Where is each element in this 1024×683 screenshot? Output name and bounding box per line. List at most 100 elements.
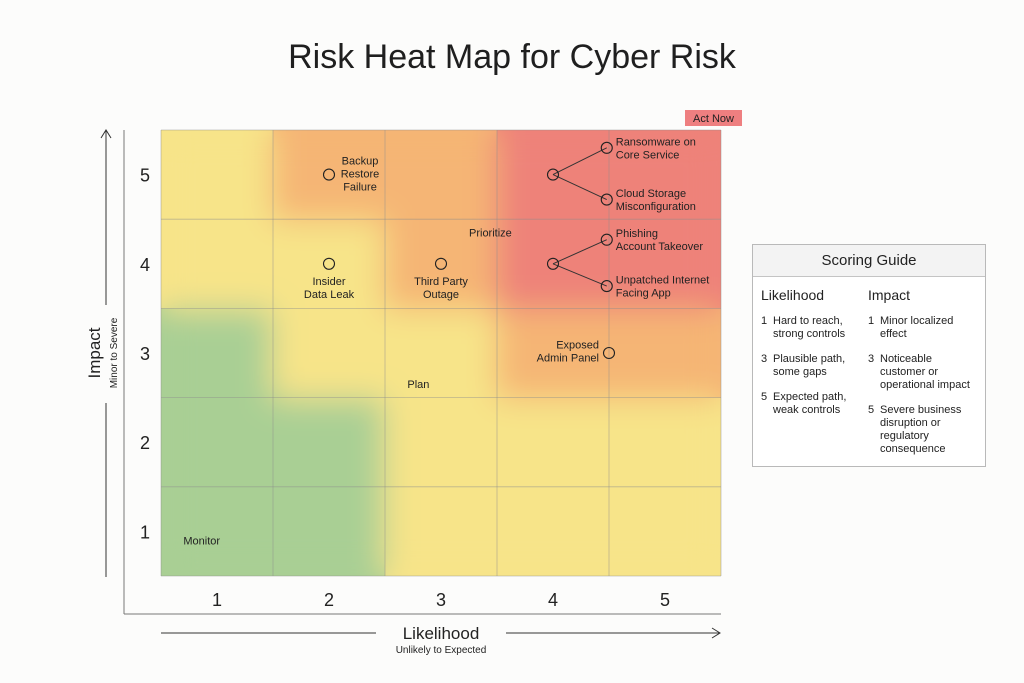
heat-cell-blend xyxy=(608,307,721,399)
risk-point-label: Facing App xyxy=(616,288,671,300)
risk-point-label: Restore xyxy=(341,169,380,181)
connector-line xyxy=(552,239,607,265)
zone-label-prioritize: Prioritize xyxy=(469,228,512,240)
guide-level: 3 xyxy=(761,353,768,365)
heat-cell-blend xyxy=(384,130,498,221)
x-arrow-head xyxy=(711,627,721,639)
heat-cell-blend xyxy=(161,307,274,399)
heat-cell-blend xyxy=(496,485,610,576)
guide-level: 5 xyxy=(761,391,768,403)
heat-cell-blend xyxy=(384,218,498,310)
risk-point-label: Account Takeover xyxy=(616,241,704,253)
heat-cell-blend xyxy=(384,396,498,488)
y-axis-title: Impact xyxy=(85,327,104,378)
risk-point xyxy=(434,257,448,270)
hub-marker xyxy=(546,168,560,181)
risk-point xyxy=(600,233,613,246)
risk-point-label: Backup xyxy=(342,156,379,168)
heat-cell-blend xyxy=(161,485,274,576)
y-tick-label: 5 xyxy=(140,166,150,186)
risk-point xyxy=(600,141,613,154)
risk-point-label: Insider xyxy=(312,276,345,288)
likelihood-column: Likelihood 1 Hard to reach, strong contro… xyxy=(761,287,868,468)
heat-cell-blend xyxy=(272,307,386,399)
x-tick-label: 5 xyxy=(660,590,670,610)
guide-item: 3 Plausible path, some gaps xyxy=(761,353,868,379)
chart-title: Risk Heat Map for Cyber Risk xyxy=(288,38,736,76)
guide-item: 5 Severe business disruption or regulator… xyxy=(868,404,975,456)
heat-cell-blend xyxy=(161,130,274,221)
heat-cell-blend xyxy=(608,130,721,221)
connector-line xyxy=(552,174,607,201)
connector-line xyxy=(552,147,607,176)
guide-level: 1 xyxy=(761,315,768,327)
zone-label-monitor: Monitor xyxy=(183,535,220,547)
act-now-badge xyxy=(685,110,742,126)
guide-item: 5 Expected path, weak controls xyxy=(761,391,868,417)
heat-cell-blend xyxy=(608,396,721,488)
act-now-label: Act Now xyxy=(693,113,734,125)
y-tick-label: 2 xyxy=(140,433,150,453)
hub-marker xyxy=(546,257,560,270)
heat-cell-blend xyxy=(272,485,386,576)
guide-text: Hard to reach, strong controls xyxy=(773,315,846,340)
heat-cell-blend xyxy=(608,485,721,576)
heat-cell-blend xyxy=(384,307,498,399)
heat-cell-blend xyxy=(496,396,610,488)
x-axis-subtitle: Unlikely to Expected xyxy=(396,645,487,656)
guide-text: Noticeable customer or operational impac… xyxy=(880,353,970,391)
scoring-guide-title: Scoring Guide xyxy=(753,245,985,277)
guide-level: 5 xyxy=(868,404,875,416)
heat-cell-blend xyxy=(608,218,721,310)
guide-text: Expected path, weak controls xyxy=(773,391,847,416)
zone-label-plan: Plan xyxy=(407,379,429,391)
y-arrow-head xyxy=(100,129,112,139)
y-tick-label: 4 xyxy=(140,255,150,275)
guide-text: Minor localized effect xyxy=(880,315,954,340)
risk-point-label: Misconfiguration xyxy=(616,201,696,213)
risk-point xyxy=(322,168,336,181)
risk-point-label: Failure xyxy=(343,182,377,194)
risk-point-label: Ransomware on xyxy=(616,136,696,148)
risk-point-label: Exposed xyxy=(556,340,599,352)
guide-item: 1 Hard to reach, strong controls xyxy=(761,315,868,341)
y-axis-subtitle: Minor to Severe xyxy=(109,317,120,388)
connector-line xyxy=(552,263,607,287)
risk-point xyxy=(322,257,336,270)
risk-point-label: Unpatched Internet xyxy=(616,275,710,287)
risk-point xyxy=(600,280,613,293)
guide-level: 3 xyxy=(868,353,875,365)
risk-point xyxy=(602,346,616,360)
heat-cell-blend xyxy=(272,396,386,488)
heat-cell-blend xyxy=(496,307,610,399)
x-tick-label: 4 xyxy=(548,590,558,610)
guide-text: Severe business disruption or regulatory… xyxy=(880,404,962,455)
scoring-guide: Scoring Guide Likelihood 1 Hard to reach,… xyxy=(752,244,986,467)
risk-point-label: Data Leak xyxy=(304,289,355,301)
guide-level: 1 xyxy=(868,315,875,327)
heat-cell-blend xyxy=(161,396,274,488)
risk-point-label: Outage xyxy=(423,289,459,301)
likelihood-heading: Likelihood xyxy=(761,287,825,303)
impact-column: Impact 1 Minor localized effect 3 Noticeab… xyxy=(868,287,975,468)
guide-item: 1 Minor localized effect xyxy=(868,315,975,341)
impact-heading: Impact xyxy=(868,287,911,303)
y-tick-label: 1 xyxy=(140,522,150,542)
risk-point-label: Phishing xyxy=(616,228,658,240)
heat-cell-blend xyxy=(384,485,498,576)
risk-point-label: Third Party xyxy=(414,276,468,288)
guide-item: 3 Noticeable customer or operational impa… xyxy=(868,353,975,392)
heat-cell-blend xyxy=(161,218,274,310)
x-tick-label: 2 xyxy=(324,590,334,610)
risk-point-label: Core Service xyxy=(616,149,680,161)
x-tick-label: 3 xyxy=(436,590,446,610)
risk-point xyxy=(600,193,613,206)
x-tick-label: 1 xyxy=(212,590,222,610)
guide-text: Plausible path, some gaps xyxy=(773,353,846,378)
x-axis-title: Likelihood xyxy=(403,624,480,643)
risk-point-label: Admin Panel xyxy=(537,353,599,365)
risk-point-label: Cloud Storage xyxy=(616,188,686,200)
heat-cell-blend xyxy=(272,218,386,310)
heat-cell-blend xyxy=(272,130,386,221)
